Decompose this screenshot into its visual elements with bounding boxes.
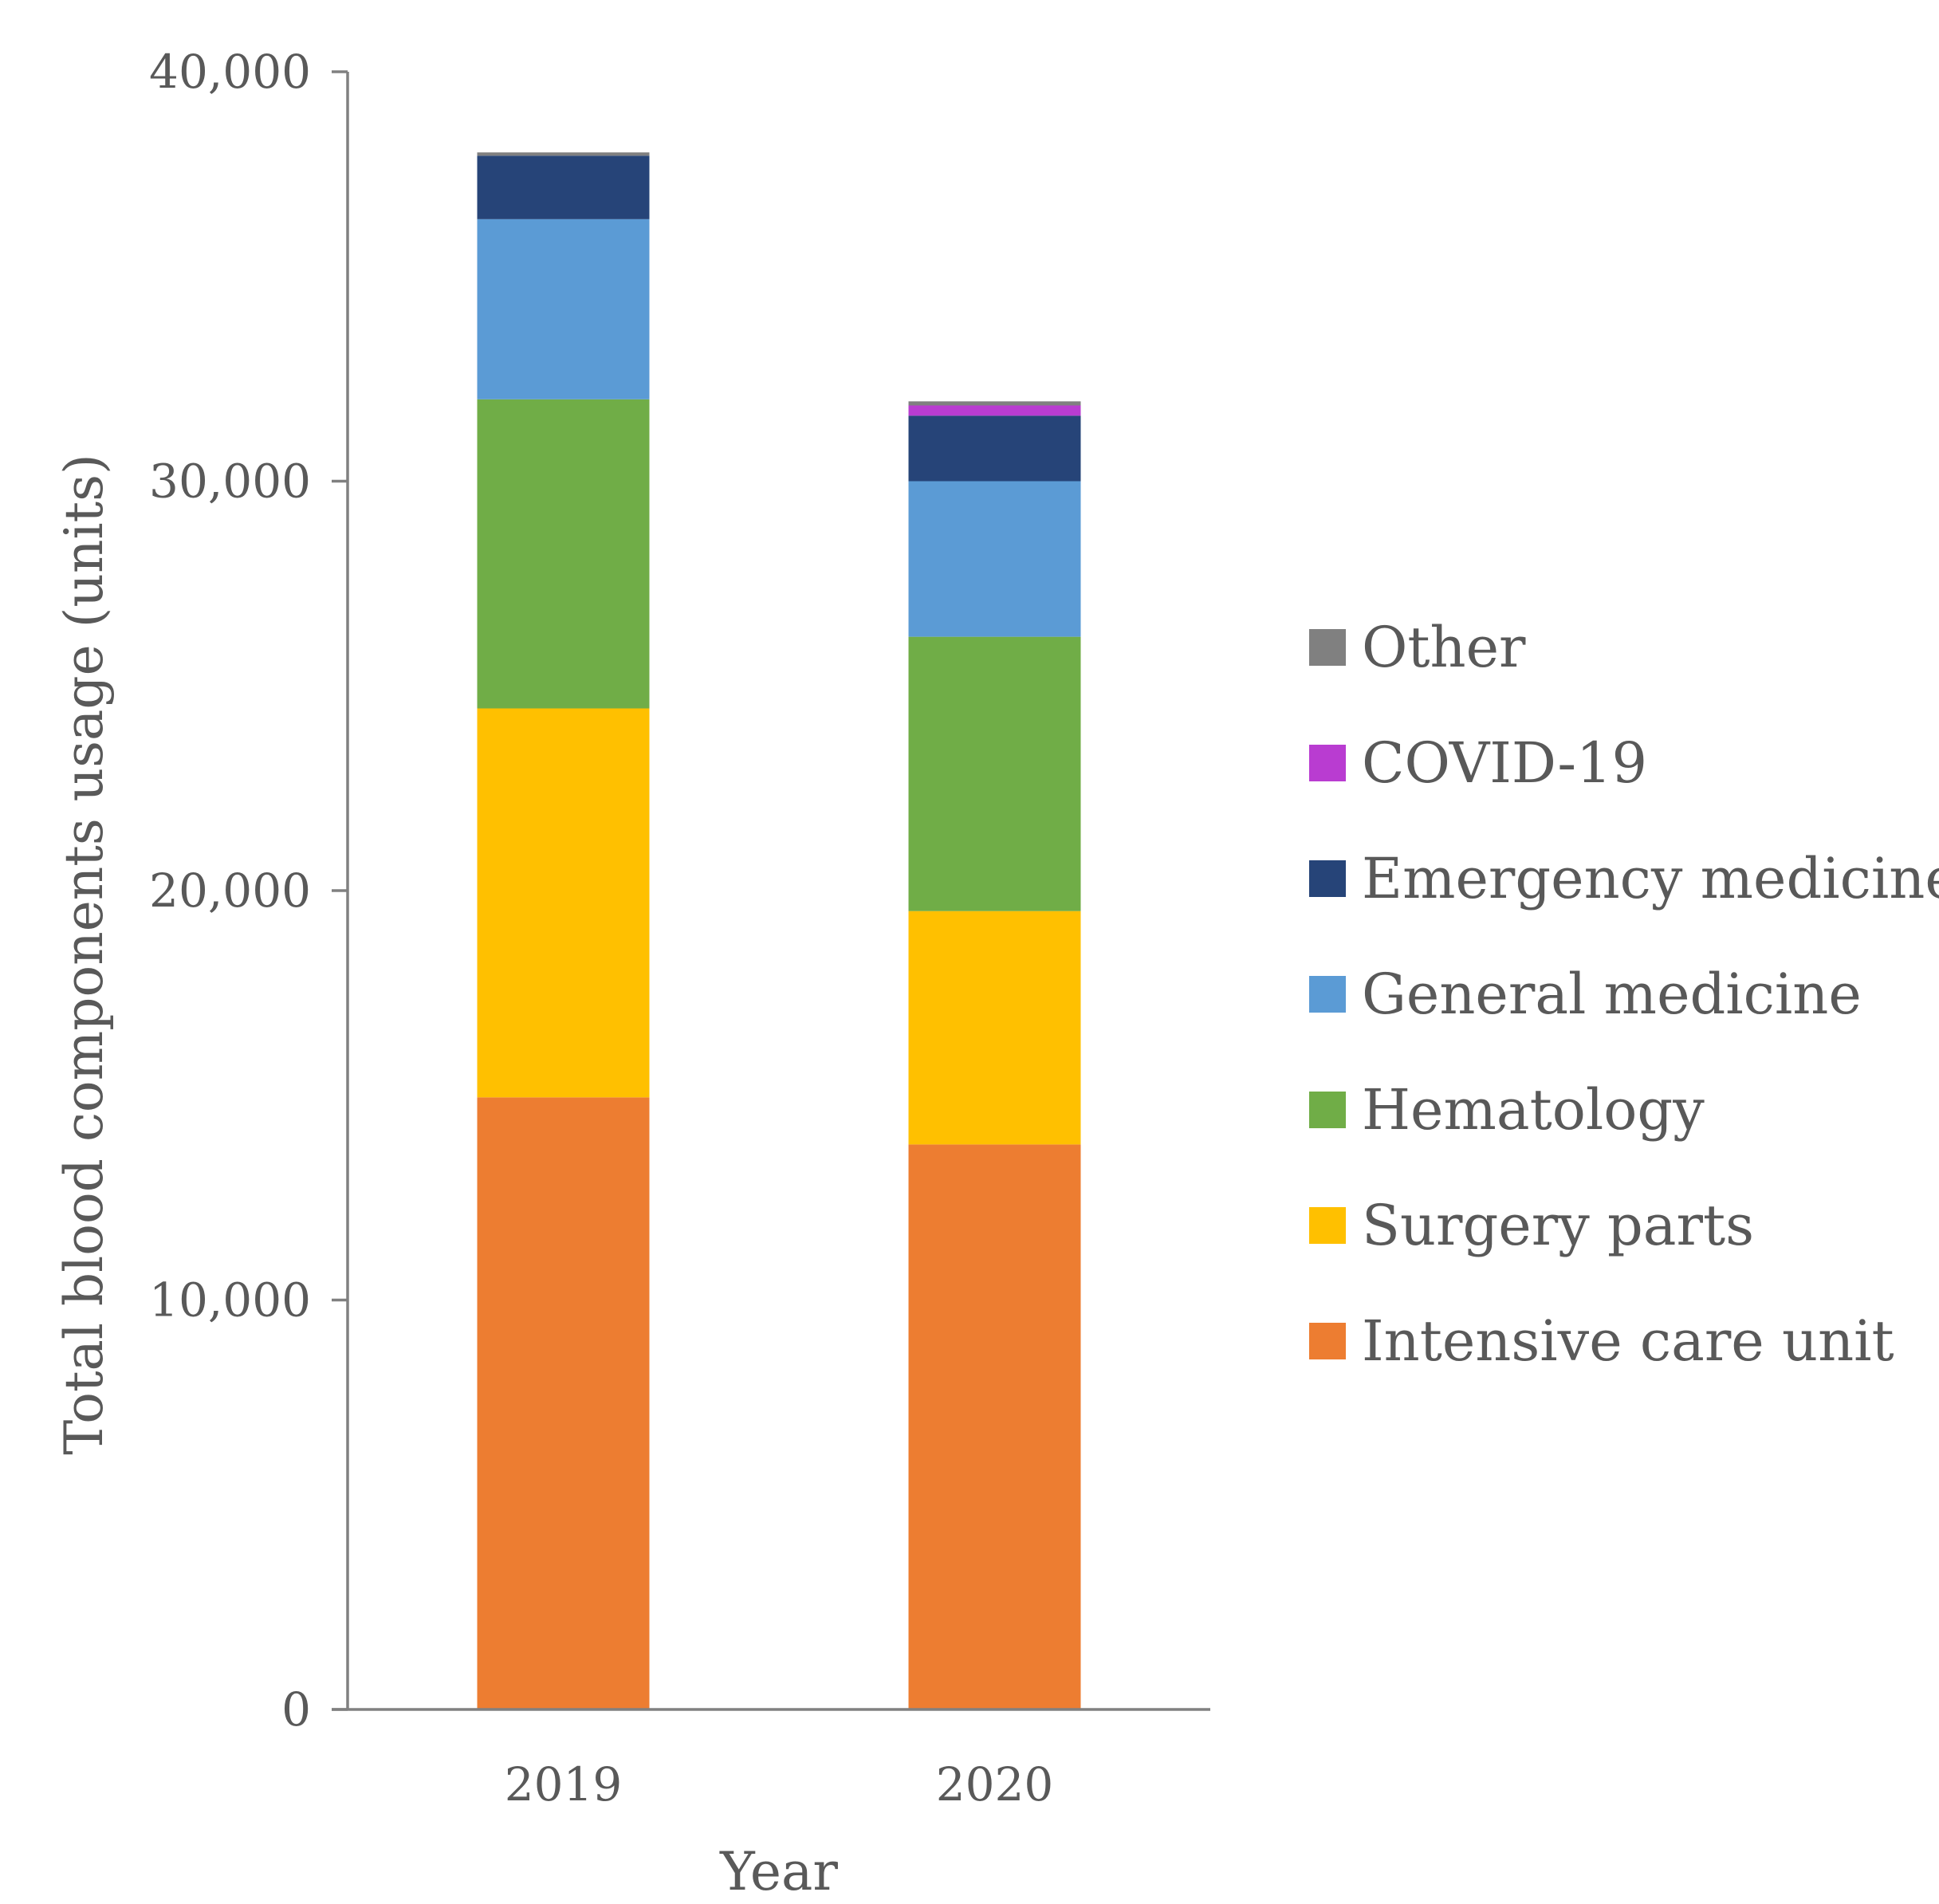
bar-segment-2020-hematology [908,636,1081,911]
bar-segment-2020-covid-19 [908,405,1081,416]
legend-label-intensive-care-unit: Intensive care unit [1362,1308,1894,1374]
x-tick-label: 2019 [505,1757,623,1812]
x-axis-title: Year [719,1841,838,1902]
bar-segment-2019-intensive-care-unit [477,1097,650,1709]
legend-label-general-medicine: General medicine [1362,962,1862,1027]
bar-segment-2019-other [477,152,650,156]
y-ticks-group: 0 10,000 20,000 30,000 40,000 [149,45,348,1737]
bar-segment-2019-hematology [477,399,650,709]
legend: Other COVID-19 Emergency medicine General m… [1309,615,1939,1374]
y-tick-label: 40,000 [149,45,311,99]
legend-swatch-intensive-care-unit [1309,1323,1346,1359]
bar-segment-2019-surgery-parts [477,708,650,1098]
legend-swatch-surgery-parts [1309,1207,1346,1244]
bar-segment-2020-emergency-medicine [908,415,1081,482]
legend-label-emergency-medicine: Emergency medicine [1362,846,1939,911]
x-tick-label: 2020 [936,1757,1054,1812]
legend-swatch-covid-19 [1309,745,1346,781]
y-tick-label: 0 [281,1682,311,1737]
bar-segment-2020-surgery-parts [908,911,1081,1145]
y-tick-label: 30,000 [149,454,311,509]
y-tick-label: 20,000 [149,863,311,918]
y-tick-label: 10,000 [149,1273,311,1328]
y-axis-title: Total blood components usage (units) [53,454,115,1454]
legend-label-hematology: Hematology [1362,1077,1705,1143]
bar-segment-2019-emergency-medicine [477,155,650,219]
bar-segment-2020-general-medicine [908,481,1081,637]
bars-group [477,152,1081,1709]
bar-segment-2020-other [908,401,1081,406]
legend-label-other: Other [1362,615,1526,680]
x-ticks-group: 2019 2020 [505,1757,1054,1812]
legend-swatch-hematology [1309,1092,1346,1128]
bar-segment-2019-general-medicine [477,218,650,399]
legend-swatch-other [1309,629,1346,666]
legend-label-surgery-parts: Surgery parts [1362,1193,1754,1258]
bar-segment-2020-intensive-care-unit [908,1144,1081,1709]
legend-label-covid-19: COVID-19 [1362,730,1647,796]
legend-swatch-emergency-medicine [1309,860,1346,897]
legend-swatch-general-medicine [1309,976,1346,1013]
